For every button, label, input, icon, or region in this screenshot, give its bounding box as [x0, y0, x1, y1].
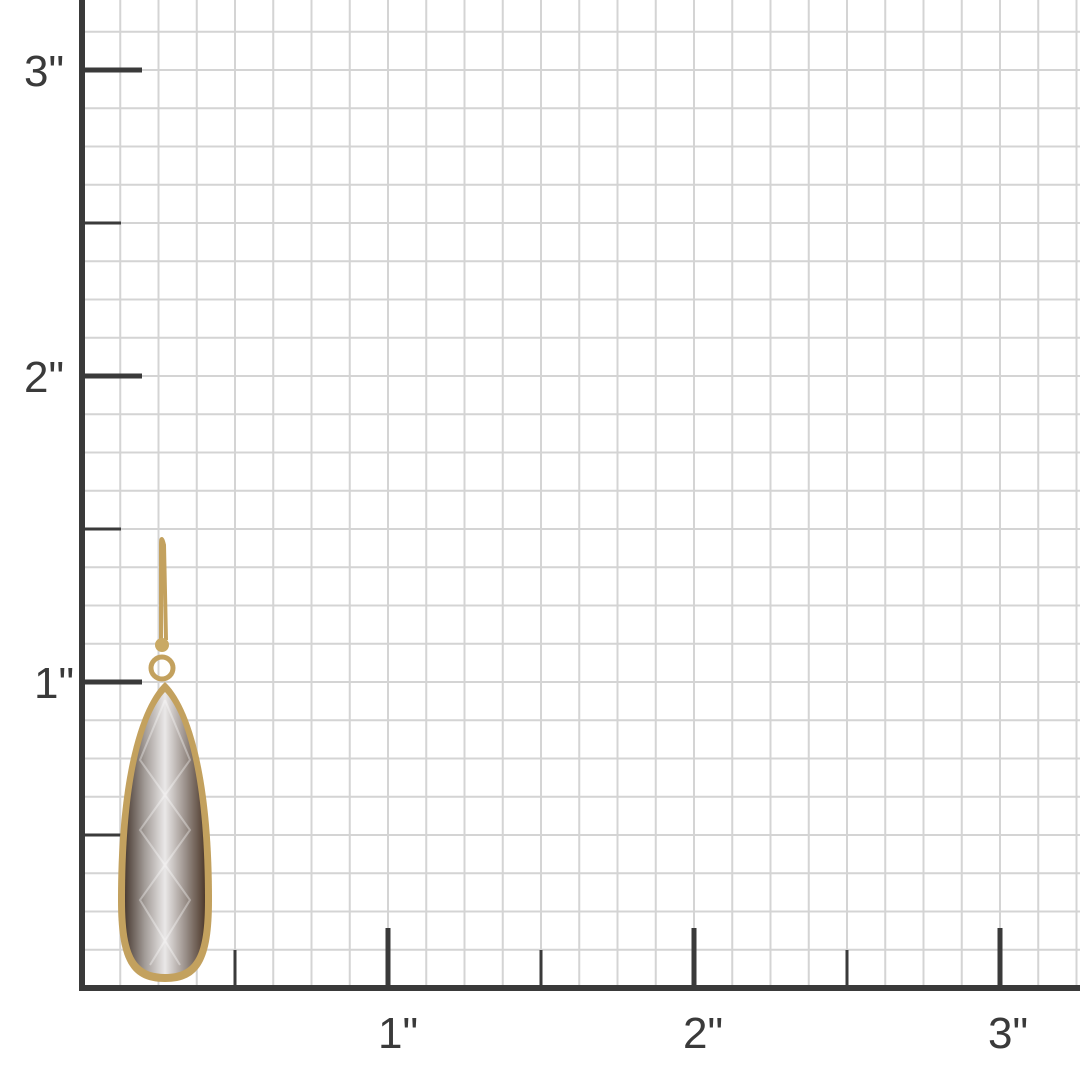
y-tick-label-3: 3" — [24, 47, 65, 96]
x-tick-label-1: 1" — [378, 1009, 419, 1058]
earring-stone — [125, 692, 205, 974]
x-tick-label-3: 3" — [988, 1009, 1029, 1058]
earring-hook — [159, 537, 168, 645]
earring-jump-ring — [148, 654, 176, 682]
y-tick-label-1: 1" — [34, 659, 75, 708]
earring-bead — [155, 638, 169, 652]
y-tick-label-2: 2" — [24, 353, 65, 402]
x-tick-label-2: 2" — [683, 1009, 724, 1058]
